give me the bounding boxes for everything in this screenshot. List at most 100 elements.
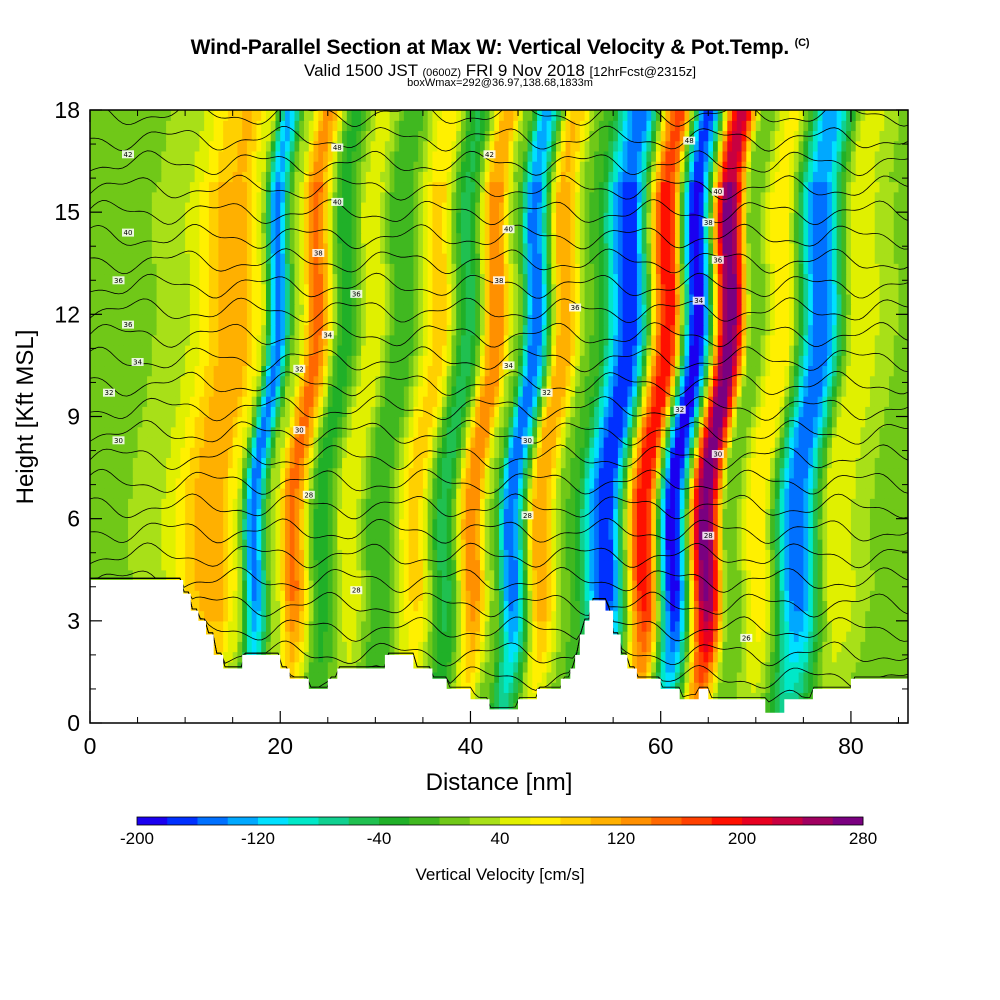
velocity-cell xyxy=(213,447,220,458)
velocity-cell xyxy=(518,620,524,632)
velocity-cell xyxy=(779,610,785,622)
velocity-cell xyxy=(789,488,795,499)
velocity-cell xyxy=(460,508,467,520)
velocity-cell xyxy=(323,447,329,458)
velocity-cell xyxy=(831,426,838,438)
velocity-cell xyxy=(313,590,319,601)
velocity-cell xyxy=(831,436,838,448)
velocity-cell xyxy=(727,620,733,632)
velocity-cell xyxy=(684,539,690,550)
velocity-cell xyxy=(903,620,908,632)
velocity-cell xyxy=(265,569,272,581)
velocity-cell xyxy=(698,590,705,601)
velocity-cell xyxy=(251,447,258,458)
velocity-cell xyxy=(427,600,434,612)
velocity-cell xyxy=(479,590,486,601)
velocity-cell xyxy=(617,477,624,489)
velocity-cell xyxy=(294,518,300,530)
velocity-cell xyxy=(223,447,229,458)
velocity-cell xyxy=(313,457,319,469)
velocity-cell xyxy=(841,569,847,581)
velocity-cell xyxy=(503,620,510,632)
velocity-cell xyxy=(465,436,472,448)
velocity-cell xyxy=(898,610,904,622)
velocity-cell xyxy=(475,590,481,601)
velocity-cell xyxy=(817,569,823,581)
velocity-cell xyxy=(403,528,410,540)
velocity-cell xyxy=(351,426,357,438)
velocity-cell xyxy=(765,651,771,663)
velocity-cell xyxy=(727,600,733,612)
velocity-cell xyxy=(765,692,771,704)
velocity-cell xyxy=(380,426,386,438)
velocity-cell xyxy=(318,528,324,540)
velocity-cell xyxy=(674,651,681,663)
velocity-cell xyxy=(365,457,372,469)
velocity-cell xyxy=(594,477,600,489)
velocity-cell xyxy=(527,590,533,601)
velocity-cell xyxy=(760,610,766,622)
velocity-cell xyxy=(494,508,500,520)
velocity-cell xyxy=(90,426,96,438)
velocity-cell xyxy=(827,436,833,448)
velocity-cell xyxy=(204,457,210,469)
velocity-cell xyxy=(798,631,804,642)
velocity-cell xyxy=(113,549,120,561)
velocity-cell xyxy=(479,457,486,469)
velocity-cell xyxy=(246,579,253,591)
velocity-cell xyxy=(475,620,481,632)
velocity-cell xyxy=(465,477,472,489)
velocity-cell xyxy=(403,508,410,520)
velocity-cell xyxy=(850,610,857,622)
velocity-cell xyxy=(518,559,524,571)
velocity-cell xyxy=(831,590,838,601)
velocity-cell xyxy=(888,569,895,581)
velocity-cell xyxy=(489,457,495,469)
velocity-cell xyxy=(208,569,215,581)
velocity-cell xyxy=(651,518,657,530)
valid-date: FRI 9 Nov 2018 xyxy=(465,61,585,80)
velocity-cell xyxy=(170,467,177,479)
velocity-cell xyxy=(841,518,847,530)
velocity-cell xyxy=(679,436,686,448)
velocity-cell xyxy=(713,600,719,612)
velocity-cell xyxy=(503,600,510,612)
velocity-cell xyxy=(884,426,890,438)
velocity-cell xyxy=(218,436,224,448)
velocity-cell xyxy=(418,610,424,622)
velocity-cell xyxy=(199,559,205,571)
velocity-cell xyxy=(199,569,205,581)
velocity-cell xyxy=(803,528,809,540)
velocity-cell xyxy=(598,579,605,591)
velocity-cell xyxy=(812,651,819,663)
velocity-cell xyxy=(123,457,129,469)
velocity-cell xyxy=(142,518,148,530)
velocity-cell xyxy=(94,518,101,530)
velocity-cell xyxy=(579,508,586,520)
velocity-cell xyxy=(570,559,576,571)
velocity-cell xyxy=(465,610,472,622)
velocity-cell xyxy=(213,488,220,499)
velocity-cell xyxy=(318,457,324,469)
velocity-cell xyxy=(579,477,586,489)
velocity-cell xyxy=(522,682,529,693)
velocity-cell xyxy=(365,518,372,530)
velocity-cell xyxy=(194,518,200,530)
velocity-cell xyxy=(532,426,538,438)
velocity-cell xyxy=(774,702,781,714)
velocity-cell xyxy=(422,436,429,448)
velocity-cell xyxy=(299,600,305,612)
velocity-cell xyxy=(132,488,139,499)
velocity-cell xyxy=(608,528,614,540)
velocity-cell xyxy=(199,447,205,458)
velocity-cell xyxy=(579,600,586,612)
velocity-cell xyxy=(722,426,728,438)
velocity-cell xyxy=(437,641,443,653)
velocity-cell xyxy=(822,590,828,601)
velocity-cell xyxy=(99,488,105,499)
velocity-cell xyxy=(380,447,386,458)
velocity-cell xyxy=(275,426,281,438)
velocity-cell xyxy=(784,508,790,520)
velocity-cell xyxy=(689,610,695,622)
velocity-cell xyxy=(413,477,419,489)
